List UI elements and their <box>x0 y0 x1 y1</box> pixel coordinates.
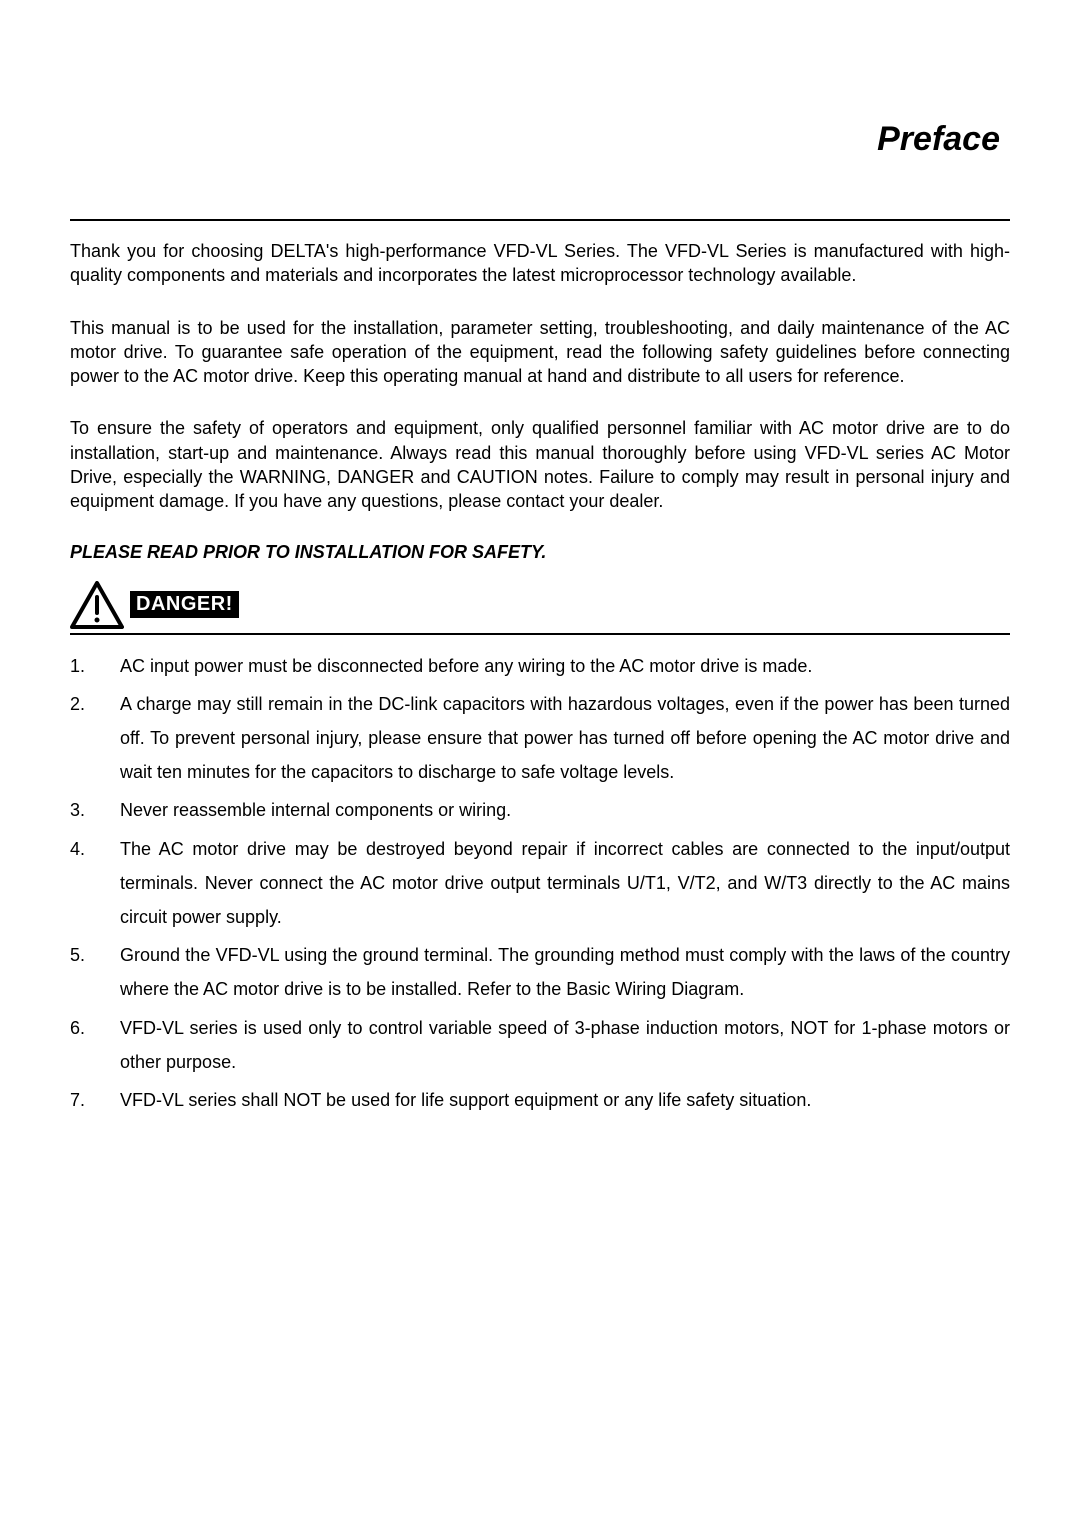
warning-triangle-icon <box>70 581 124 629</box>
list-number: 6. <box>70 1011 120 1079</box>
list-text: VFD-VL series shall NOT be used for life… <box>120 1083 1010 1117</box>
list-item: 7. VFD-VL series shall NOT be used for l… <box>70 1083 1010 1117</box>
page-title: Preface <box>70 120 1010 159</box>
list-item: 2. A charge may still remain in the DC-l… <box>70 687 1010 790</box>
danger-header: DANGER! <box>70 581 1010 635</box>
danger-label: DANGER! <box>130 591 239 618</box>
intro-paragraph-1: Thank you for choosing DELTA's high-perf… <box>70 239 1010 288</box>
list-text: AC input power must be disconnected befo… <box>120 649 1010 683</box>
safety-heading: PLEASE READ PRIOR TO INSTALLATION FOR SA… <box>70 542 1010 563</box>
list-text: Ground the VFD-VL using the ground termi… <box>120 938 1010 1006</box>
list-item: 5. Ground the VFD-VL using the ground te… <box>70 938 1010 1006</box>
list-number: 5. <box>70 938 120 1006</box>
list-text: A charge may still remain in the DC-link… <box>120 687 1010 790</box>
intro-paragraph-3: To ensure the safety of operators and eq… <box>70 416 1010 513</box>
list-item: 6. VFD-VL series is used only to control… <box>70 1011 1010 1079</box>
list-number: 2. <box>70 687 120 790</box>
list-item: 4. The AC motor drive may be destroyed b… <box>70 832 1010 935</box>
list-number: 1. <box>70 649 120 683</box>
intro-paragraph-2: This manual is to be used for the instal… <box>70 316 1010 389</box>
list-number: 4. <box>70 832 120 935</box>
content-body: Thank you for choosing DELTA's high-perf… <box>70 219 1010 1117</box>
danger-list: 1. AC input power must be disconnected b… <box>70 649 1010 1117</box>
list-text: The AC motor drive may be destroyed beyo… <box>120 832 1010 935</box>
list-number: 7. <box>70 1083 120 1117</box>
list-number: 3. <box>70 793 120 827</box>
list-text: Never reassemble internal components or … <box>120 793 1010 827</box>
list-item: 3. Never reassemble internal components … <box>70 793 1010 827</box>
list-text: VFD-VL series is used only to control va… <box>120 1011 1010 1079</box>
list-item: 1. AC input power must be disconnected b… <box>70 649 1010 683</box>
